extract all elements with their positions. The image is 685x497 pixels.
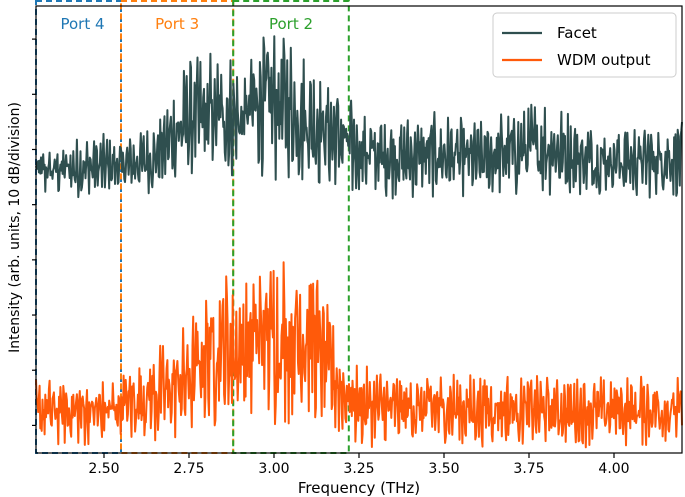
port-region-label: Port 4 xyxy=(60,15,104,33)
series-layer xyxy=(35,35,683,449)
y-axis-label: Intensity (arb. units, 10 dB/division) xyxy=(7,102,23,353)
series-line-wdm-output xyxy=(35,261,683,449)
x-tick-label: 2.75 xyxy=(173,461,204,477)
legend: Facet WDM output xyxy=(492,12,677,78)
x-tick-label: 3.00 xyxy=(258,461,289,477)
axis-ticks: 2.50 2.75 3.00 3.25 3.50 3.75 4.00 xyxy=(32,38,630,477)
x-tick-label: 2.50 xyxy=(88,461,119,477)
x-axis-label: Frequency (THz) xyxy=(298,479,420,497)
series-line-facet xyxy=(35,35,683,200)
x-tick-label: 3.25 xyxy=(343,461,374,477)
x-tick-label: 3.75 xyxy=(513,461,544,477)
legend-label: WDM output xyxy=(557,51,651,69)
legend-label: Facet xyxy=(557,24,597,42)
x-tick-label: 3.50 xyxy=(428,461,459,477)
port-region-label: Port 2 xyxy=(269,15,313,33)
port-region-label: Port 3 xyxy=(155,15,199,33)
x-tick-label: 4.00 xyxy=(598,461,629,477)
